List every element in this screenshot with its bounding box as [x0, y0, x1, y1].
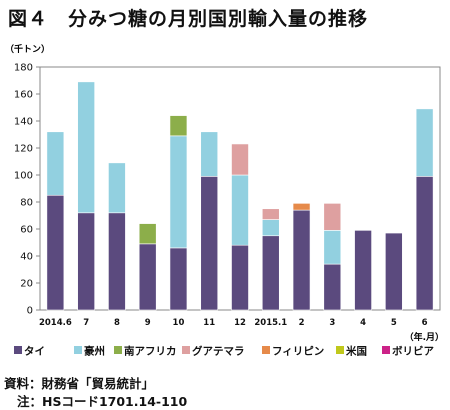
- x-tick-label: 7: [83, 318, 89, 328]
- legend-label: 米国: [345, 345, 367, 358]
- bar-segment: [354, 230, 372, 311]
- legend-label: グアテマラ: [192, 345, 245, 358]
- bar-segment: [415, 108, 434, 177]
- legend-swatch: [262, 346, 270, 354]
- x-tick-label: 8: [114, 318, 120, 328]
- bar-segment: [231, 244, 249, 311]
- x-tick-label: 9: [145, 318, 151, 328]
- legend-label: 豪州: [84, 345, 105, 358]
- legend-label: フィリピン: [272, 346, 324, 358]
- legend-swatch: [182, 346, 190, 354]
- bar-segment: [231, 143, 249, 176]
- bar-segment: [108, 162, 126, 214]
- x-tick-label: 2: [299, 318, 305, 328]
- legend: タイ 豪州 南アフリカ グアテマラ フィリピン 米国 ボリビア: [14, 345, 434, 358]
- plot-area: 0 20 40 60 80 100 120 140 160 180 2014.6 7 8 9 10 11 12 2…: [14, 63, 441, 328]
- bar-segment: [169, 115, 188, 137]
- x-axis-label: （年.月）: [405, 331, 444, 343]
- y-tick-label: 100: [14, 171, 33, 182]
- figure-title: 図４ 分みつ糖の月別国別輸入量の推移: [8, 8, 369, 30]
- bar-segment: [77, 81, 95, 214]
- bar-segment: [200, 131, 219, 177]
- x-tick-label: 5: [391, 318, 397, 328]
- bar-segment: [323, 203, 342, 231]
- bar-segment: [323, 263, 342, 311]
- legend-swatch: [382, 346, 390, 354]
- legend-swatch: [114, 346, 122, 354]
- x-tick-label: 12: [234, 318, 246, 328]
- y-tick-label: 120: [14, 144, 33, 155]
- bar-segment: [200, 176, 219, 311]
- x-tick-label: 2014.6: [39, 318, 72, 328]
- x-tick-label: 4: [360, 318, 366, 328]
- x-tick-label: 2015.1: [254, 318, 287, 328]
- bar-segment: [169, 247, 188, 311]
- x-tick-label: 6: [422, 318, 428, 328]
- bar-segment: [46, 194, 65, 311]
- bar-segment: [323, 230, 342, 265]
- bar-segment: [169, 135, 188, 249]
- bar-segment: [46, 131, 65, 196]
- y-tick-label: 80: [20, 198, 33, 209]
- bar-segment: [292, 209, 311, 311]
- y-tick-label: 20: [20, 279, 33, 290]
- hs-code-note: 注：HSコード1701.14-110: [17, 394, 188, 409]
- bar-segment: [138, 223, 157, 245]
- y-tick-label: 40: [20, 252, 33, 263]
- x-tick-label: 11: [203, 318, 215, 328]
- bar-segment: [108, 212, 126, 311]
- bar-segment: [261, 235, 280, 311]
- source-note: 資料：財務省「貿易統計」: [4, 376, 155, 391]
- x-tick-label: 10: [173, 318, 185, 328]
- legend-swatch: [74, 346, 82, 354]
- bar-segment: [261, 208, 280, 220]
- y-tick-label: 0: [27, 306, 33, 317]
- y-tick-label: 160: [14, 90, 33, 101]
- legend-swatch: [336, 346, 344, 354]
- bar-segment: [138, 243, 157, 311]
- bar-segment: [261, 219, 280, 237]
- y-tick-label: 180: [14, 63, 33, 74]
- x-tick-label: 3: [329, 318, 335, 328]
- bar-segment: [231, 174, 249, 246]
- legend-swatch: [14, 346, 22, 354]
- stacked-bar-chart: （千トン） （年.月） 0 20 40 60 80 100 120 140 160 180 2014…: [5, 43, 444, 358]
- legend-label: タイ: [24, 346, 45, 358]
- bar-segment: [385, 232, 403, 311]
- bar-segment: [292, 203, 311, 211]
- y-tick-label: 140: [14, 117, 33, 128]
- legend-label: 南アフリカ: [124, 345, 177, 358]
- y-axis-label: （千トン）: [5, 43, 50, 55]
- legend-label: ボリビア: [392, 345, 434, 358]
- bar-segment: [77, 212, 95, 311]
- y-tick-label: 60: [20, 225, 33, 236]
- bar-segment: [415, 176, 434, 311]
